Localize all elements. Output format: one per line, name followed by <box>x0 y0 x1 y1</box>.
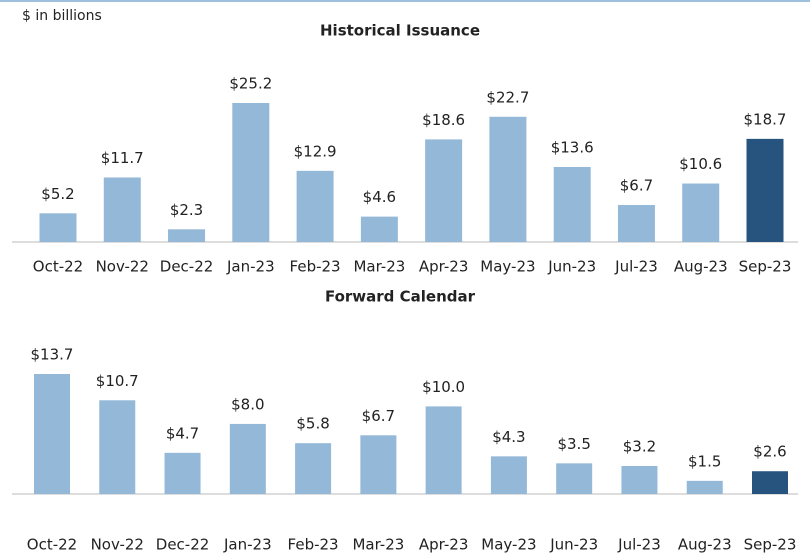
bar <box>168 229 206 242</box>
bar <box>682 183 720 242</box>
bar <box>617 205 655 242</box>
bar <box>103 177 141 242</box>
bar <box>621 465 658 494</box>
x-tick-label: Feb-23 <box>290 258 341 276</box>
bar <box>360 216 398 242</box>
value-label: $11.7 <box>101 149 144 167</box>
bar <box>553 166 591 242</box>
bar <box>686 480 723 494</box>
x-tick-label: May-23 <box>480 258 535 276</box>
x-tick-label: Oct-22 <box>27 536 77 554</box>
value-label: $4.3 <box>492 428 525 446</box>
bar <box>360 435 397 494</box>
x-tick-label: Aug-23 <box>678 536 732 554</box>
bar <box>489 116 527 242</box>
value-label: $13.7 <box>31 346 74 364</box>
value-label: $10.7 <box>96 372 139 390</box>
value-label: $6.7 <box>362 407 395 425</box>
value-label: $12.9 <box>294 142 337 160</box>
value-label: $4.6 <box>363 188 396 206</box>
bar <box>752 471 788 494</box>
value-label: $5.2 <box>41 185 74 203</box>
x-tick-label: Feb-23 <box>288 536 339 554</box>
value-label: $5.8 <box>296 415 329 433</box>
bar <box>164 452 201 494</box>
x-tick-label: Mar-23 <box>353 258 405 276</box>
value-label: $1.5 <box>688 452 721 470</box>
bar <box>425 139 463 242</box>
x-tick-label: Mar-23 <box>352 536 404 554</box>
bar <box>99 400 136 494</box>
x-tick-label: Jan-23 <box>226 258 275 276</box>
value-label: $18.7 <box>744 110 787 128</box>
bar <box>746 138 784 242</box>
bar <box>490 456 527 494</box>
bar <box>232 103 270 242</box>
value-label: $3.2 <box>623 437 656 455</box>
bar <box>34 374 70 494</box>
x-tick-label: Jul-23 <box>617 536 661 554</box>
x-tick-label: Jan-23 <box>223 536 272 554</box>
value-label: $10.6 <box>679 155 722 173</box>
chart-title: Forward Calendar <box>325 288 476 306</box>
x-tick-label: Oct-22 <box>33 258 83 276</box>
x-tick-label: Sep-23 <box>744 536 797 554</box>
bar <box>39 213 77 242</box>
value-label: $4.7 <box>166 424 199 442</box>
bar <box>229 423 266 494</box>
x-tick-label: May-23 <box>481 536 536 554</box>
bar <box>296 170 334 242</box>
x-tick-label: Jun-23 <box>547 258 596 276</box>
value-label: $13.6 <box>551 138 594 156</box>
x-tick-label: Dec-22 <box>156 536 210 554</box>
value-label: $2.3 <box>170 201 203 219</box>
bar <box>425 406 462 494</box>
value-label: $10.0 <box>422 378 465 396</box>
bar <box>556 463 593 494</box>
value-label: $18.6 <box>422 111 465 129</box>
chart-title: Historical Issuance <box>320 22 480 40</box>
x-tick-label: Nov-22 <box>96 258 149 276</box>
bar <box>295 443 332 494</box>
value-label: $2.6 <box>753 443 786 461</box>
value-label: $22.7 <box>486 88 529 106</box>
x-tick-label: Nov-22 <box>91 536 144 554</box>
value-label: $6.7 <box>620 177 653 195</box>
value-label: $25.2 <box>229 75 272 93</box>
x-tick-label: Apr-23 <box>419 536 469 554</box>
x-tick-label: Dec-22 <box>160 258 214 276</box>
x-tick-label: Apr-23 <box>419 258 469 276</box>
x-tick-label: Aug-23 <box>674 258 728 276</box>
x-tick-label: Jun-23 <box>549 536 598 554</box>
chart-subtitle: $ in billions <box>22 8 102 24</box>
value-label: $3.5 <box>557 435 590 453</box>
x-tick-label: Sep-23 <box>739 258 792 276</box>
value-label: $8.0 <box>231 395 264 413</box>
x-tick-label: Jul-23 <box>614 258 658 276</box>
